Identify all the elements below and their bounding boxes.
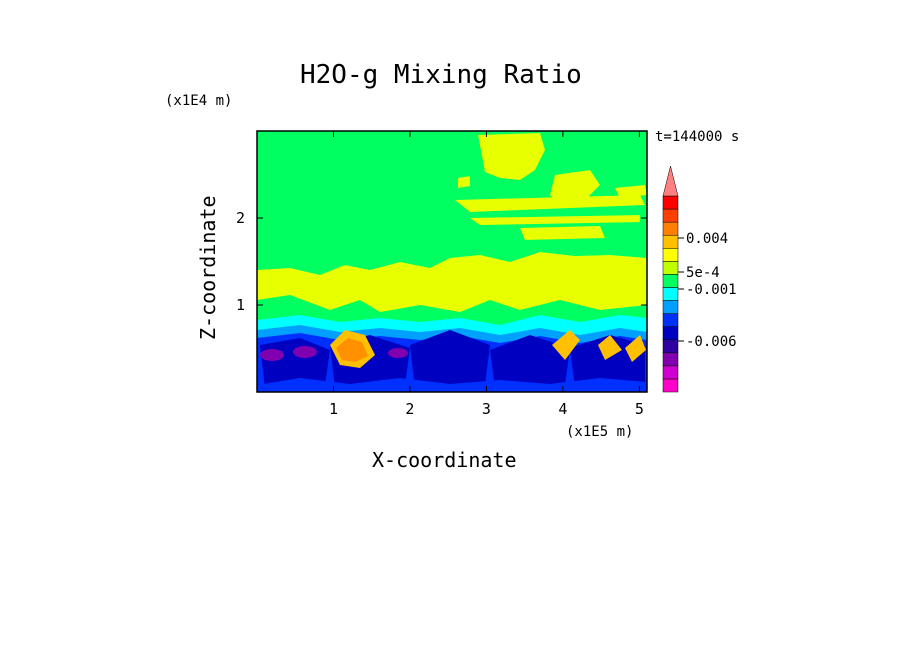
moist-plume: [552, 330, 580, 360]
x-tick-label: 3: [482, 400, 491, 418]
dark-blue-lobe: [410, 330, 490, 388]
colorbar-swatch: [662, 234, 679, 249]
colorbar-label: -0.001: [686, 282, 737, 298]
y-tick-label: 1: [236, 296, 245, 314]
colorbar-swatch: [662, 274, 679, 288]
colorbar-label: 0.004: [686, 231, 728, 247]
colorbar-swatch: [662, 208, 679, 223]
x-tick-label: 1: [329, 400, 338, 418]
time-label: t=144000 s: [655, 129, 740, 145]
x-axis-ticks: 1 2 3 4 5: [329, 131, 644, 418]
colorbar-swatch: [662, 378, 679, 393]
colorbar: 0.004 5e-4-0.001 -0.006: [662, 165, 737, 393]
moist-plume: [598, 335, 622, 360]
colorbar-swatch: [662, 326, 679, 340]
chart-title: H2O-g Mixing Ratio: [300, 60, 582, 90]
upper-moist-patch: [615, 185, 647, 198]
colorbar-swatch: [662, 339, 679, 354]
moist-plume: [625, 335, 646, 362]
colorbar-swatch: [662, 287, 679, 301]
colorbar-swatch: [662, 300, 679, 314]
colorbar-swatch: [662, 365, 679, 380]
dry-core: [293, 346, 317, 358]
x-axis-title: X-coordinate: [372, 448, 517, 472]
upper-moist-patch: [550, 170, 600, 205]
colorbar-label: 5e-4: [686, 265, 720, 281]
colorbar-swatch: [662, 313, 679, 327]
upper-moist-patch: [520, 226, 605, 240]
upper-moist-patch: [470, 215, 640, 225]
y-axis-multiplier: (x1E4 m): [165, 93, 233, 109]
dark-blue-lobe: [490, 335, 570, 388]
upper-moist-patch: [458, 176, 470, 188]
x-tick-label: 2: [405, 400, 414, 418]
y-axis-ticks: 12: [236, 209, 647, 314]
x-axis-multiplier: (x1E5 m): [566, 424, 634, 440]
surface-layer: [257, 378, 647, 392]
contour-field: [257, 131, 647, 392]
dry-core: [388, 348, 408, 358]
colorbar-arrow: [662, 165, 679, 197]
colorbar-swatch: [662, 195, 679, 210]
dry-core: [260, 349, 284, 361]
moist-plume-core: [336, 338, 368, 362]
colorbar-swatch: [662, 248, 679, 262]
upper-moist-patch: [455, 195, 645, 212]
colorbar-swatch: [662, 221, 679, 236]
plot-frame: [256, 130, 648, 393]
colorbar-label: -0.006: [686, 334, 737, 350]
x-tick-label: 4: [558, 400, 567, 418]
upper-moist-patch: [478, 133, 545, 180]
colorbar-swatch: [662, 261, 679, 275]
colorbar-swatch: [662, 352, 679, 367]
y-tick-label: 2: [236, 209, 245, 227]
x-tick-label: 5: [635, 400, 644, 418]
